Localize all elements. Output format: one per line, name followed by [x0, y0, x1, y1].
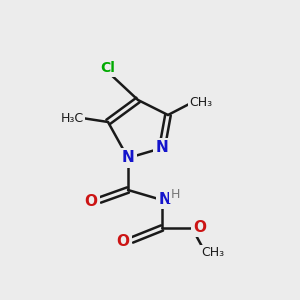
Text: H₃C: H₃C	[60, 112, 84, 125]
Text: N: N	[156, 140, 168, 155]
Text: O: O	[85, 194, 98, 208]
Text: CH₃: CH₃	[201, 247, 225, 260]
Text: O: O	[116, 233, 130, 248]
Text: O: O	[194, 220, 206, 235]
Text: H: H	[170, 188, 180, 202]
Text: Cl: Cl	[100, 61, 116, 75]
Text: N: N	[122, 151, 134, 166]
Text: CH₃: CH₃	[189, 95, 213, 109]
Text: N: N	[159, 191, 171, 206]
